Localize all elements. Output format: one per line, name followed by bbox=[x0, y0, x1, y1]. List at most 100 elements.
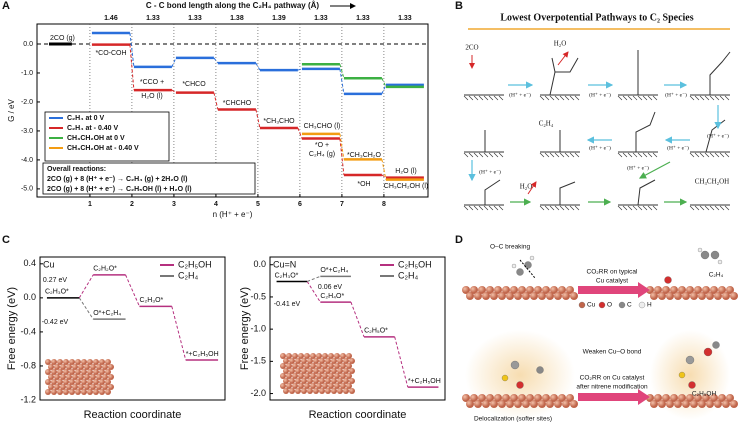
slab-atom bbox=[538, 400, 546, 408]
slab-atom bbox=[307, 378, 313, 384]
atom bbox=[536, 366, 544, 374]
slab-atom bbox=[702, 394, 710, 402]
slab-atom bbox=[54, 374, 60, 380]
surface-hatch bbox=[493, 205, 499, 211]
slab-atom bbox=[331, 378, 337, 384]
step-label: (H⁺ + e⁻) bbox=[589, 91, 611, 98]
annotation: CH₃CHO (l) bbox=[304, 123, 341, 130]
slab-atom bbox=[498, 292, 506, 300]
slab-atom bbox=[498, 400, 506, 408]
slab-atom bbox=[722, 292, 730, 300]
slab-atom bbox=[295, 358, 301, 364]
surface-hatch bbox=[719, 152, 725, 158]
surface-hatch bbox=[632, 205, 638, 211]
slab-atom bbox=[554, 292, 562, 300]
slab-atom bbox=[63, 359, 69, 365]
slab-atom bbox=[530, 292, 538, 300]
slab-atom bbox=[105, 359, 111, 365]
slab-atom bbox=[337, 368, 343, 374]
slab-atom bbox=[666, 292, 674, 300]
slab-atom bbox=[286, 353, 292, 359]
slab-atom bbox=[726, 286, 734, 294]
slab-atom bbox=[686, 394, 694, 402]
slab-atom bbox=[710, 394, 718, 402]
surface-hatch bbox=[652, 205, 658, 211]
connector bbox=[171, 306, 187, 361]
surface-hatch bbox=[498, 205, 504, 211]
slab-atom bbox=[328, 353, 334, 359]
slab-atom bbox=[662, 286, 670, 294]
slab-atom bbox=[301, 388, 307, 394]
slab-atom bbox=[490, 400, 498, 408]
x-tick-label: 1 bbox=[88, 201, 92, 208]
slab-atom bbox=[69, 369, 75, 375]
connector bbox=[297, 68, 303, 71]
bond-length: 1.33 bbox=[356, 15, 370, 22]
slab-atom bbox=[658, 292, 666, 300]
slab-atom bbox=[714, 400, 722, 408]
surface-hatch bbox=[647, 205, 653, 211]
slab-atom bbox=[57, 359, 63, 365]
annotation: *OH bbox=[357, 181, 370, 188]
slab-atom bbox=[343, 368, 349, 374]
level-label: O*+C₂H₄ bbox=[93, 310, 121, 317]
slab-atom bbox=[286, 383, 292, 389]
step-label: (H⁺ + e⁻) bbox=[667, 144, 689, 151]
legend-dot bbox=[638, 301, 646, 309]
step-label: (H⁺ + e⁻) bbox=[665, 91, 687, 98]
slab-atom bbox=[322, 383, 328, 389]
slab-atom bbox=[84, 384, 90, 390]
diagram-label: Cu catalyst bbox=[596, 278, 628, 285]
reaction-line: 2CO (g) + 8 (H⁺ + e⁻) → C₂H₅OH (l) + H₂O… bbox=[47, 186, 192, 193]
slab-atom bbox=[313, 378, 319, 384]
level-label: *+C₂H₅OH bbox=[408, 378, 441, 385]
surface-hatch bbox=[554, 205, 560, 211]
slab-atom bbox=[530, 400, 538, 408]
slab-atom bbox=[346, 383, 352, 389]
slab-atom bbox=[470, 286, 478, 294]
slab-atom bbox=[325, 368, 331, 374]
surface-hatch bbox=[478, 205, 484, 211]
slab-atom bbox=[108, 374, 114, 380]
surface-hatch bbox=[544, 205, 550, 211]
surface-hatch bbox=[559, 95, 565, 101]
slab-atom bbox=[526, 394, 534, 402]
slab-atom bbox=[340, 383, 346, 389]
connector bbox=[394, 336, 409, 388]
slab-atom bbox=[57, 389, 63, 395]
molecule-bond bbox=[637, 179, 656, 206]
connector bbox=[213, 92, 219, 110]
slab-atom bbox=[313, 388, 319, 394]
slab-atom bbox=[81, 369, 87, 375]
slab-atom bbox=[75, 389, 81, 395]
slab-atom bbox=[662, 394, 670, 402]
slab-atom bbox=[325, 378, 331, 384]
level-label: C₂H₃O* bbox=[45, 289, 69, 296]
slab-atom bbox=[486, 394, 494, 402]
slab-atom bbox=[292, 353, 298, 359]
surface-hatch bbox=[719, 95, 725, 101]
slab-atom bbox=[526, 286, 534, 294]
slab-atom bbox=[328, 373, 334, 379]
surface-hatch bbox=[574, 205, 580, 211]
panel-label: D bbox=[455, 234, 463, 246]
surface-hatch bbox=[689, 95, 695, 101]
slab-atom bbox=[280, 363, 286, 369]
atom bbox=[511, 263, 517, 269]
surface-hatch bbox=[642, 95, 648, 101]
bond-length: 1.33 bbox=[188, 15, 202, 22]
slab-atom bbox=[307, 368, 313, 374]
diagram-label: C₂H₄ bbox=[709, 272, 724, 279]
bond-length: 1.33 bbox=[146, 15, 160, 22]
diagram-label: CO₂RR on typical bbox=[587, 269, 638, 276]
panel-label: C bbox=[2, 234, 10, 246]
legend-dot bbox=[598, 301, 606, 309]
surface-hatch bbox=[498, 152, 504, 158]
slab-atom bbox=[334, 373, 340, 379]
slab-atom bbox=[349, 358, 355, 364]
slab-atom bbox=[558, 394, 566, 402]
annotation: *CH₃CH₂O bbox=[347, 152, 382, 159]
slab-atom bbox=[328, 363, 334, 369]
plot-frame bbox=[269, 256, 446, 401]
slab-atom bbox=[295, 378, 301, 384]
